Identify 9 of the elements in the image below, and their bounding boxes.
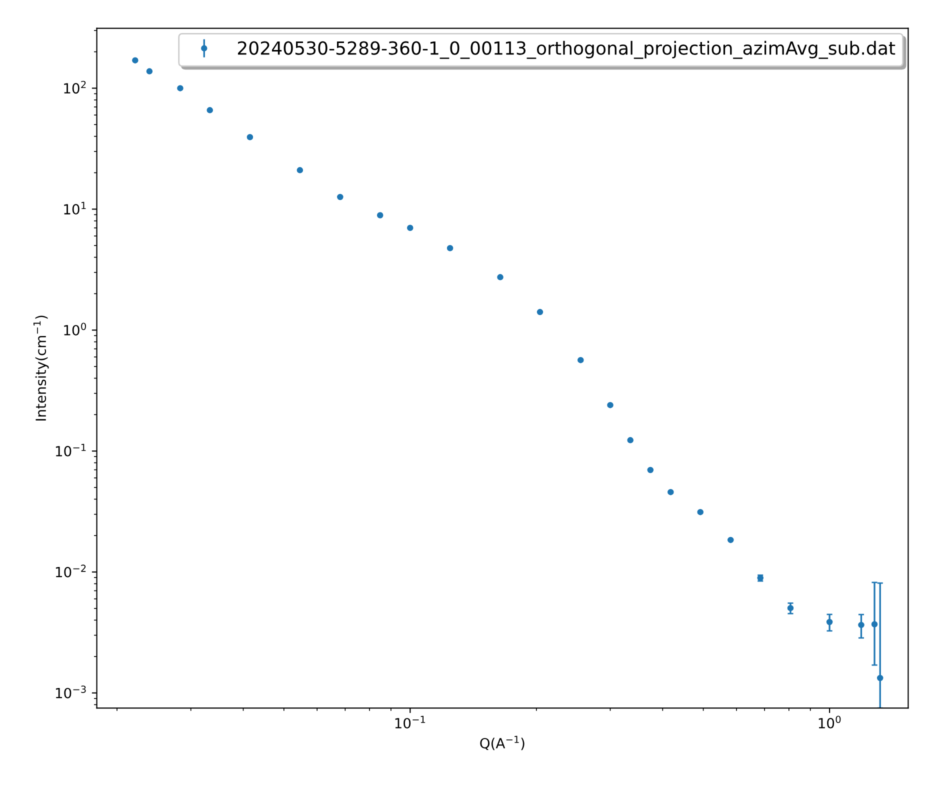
y-axis-title: Intensity(cm$^{−1}$)	[33, 316, 49, 420]
y-tick-label: 10$^{1}$	[64, 202, 86, 215]
y-tick-label: 10$^{0}$	[64, 322, 86, 336]
y-tick-label: 10$^{−3}$	[56, 686, 86, 698]
x-axis-title: Q(A$^{−1}$)	[480, 736, 524, 750]
legend-label: 20240530-5289-360-1_0_00113_orthogonal_projection_azimAvg_sub.dat	[238, 40, 896, 59]
y-tick-label: 10$^{−2}$	[56, 564, 86, 578]
y-tick-label: 10$^{−1}$	[56, 444, 86, 456]
y-tick-label: 10$^{2}$	[64, 80, 86, 94]
